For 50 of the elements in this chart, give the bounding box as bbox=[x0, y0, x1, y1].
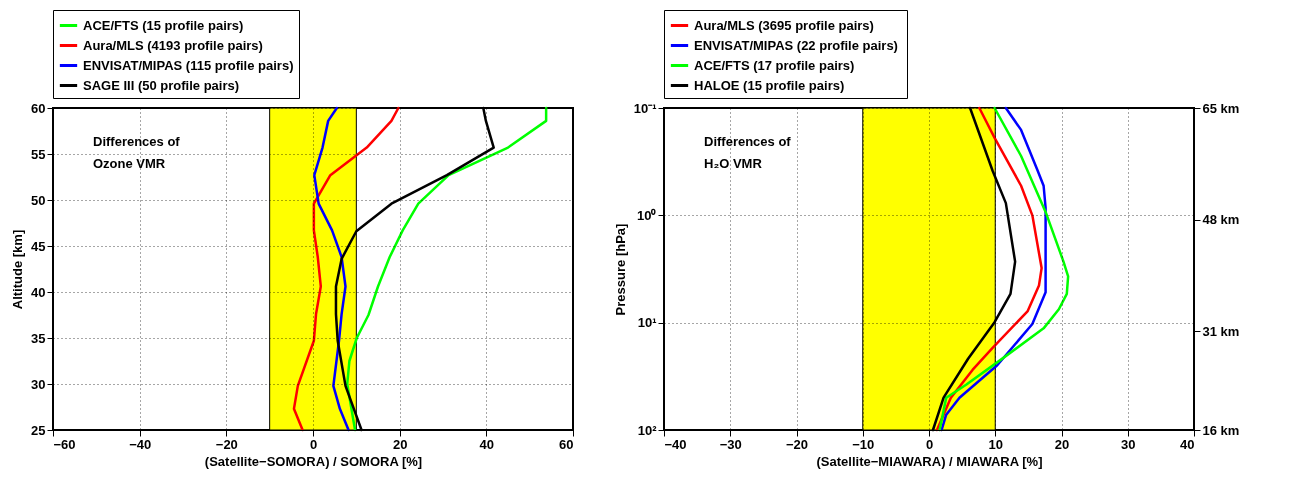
legend-label: SAGE III (50 profile pairs) bbox=[83, 77, 240, 93]
x-tick-label: −30 bbox=[719, 436, 742, 452]
y2-tick-label: 31 km bbox=[1202, 323, 1240, 339]
annotation: Differences of H₂O VMR bbox=[704, 134, 792, 171]
legend-label: ENVISAT/MIPAS (115 profile pairs) bbox=[83, 57, 294, 73]
y-tick-label: 30 bbox=[31, 376, 46, 392]
y2-tick-label: 48 km bbox=[1202, 212, 1240, 228]
x-tick-label: −20 bbox=[785, 436, 809, 452]
x-tick-label: 0 bbox=[309, 436, 318, 452]
y-tick-label: 45 bbox=[31, 238, 46, 254]
y-tick-label: 10⁻¹ bbox=[633, 100, 657, 116]
y-axis-title: Pressure [hPa] bbox=[612, 223, 628, 316]
legend-label: ACE/FTS (17 profile pairs) bbox=[694, 57, 855, 73]
legend-label: ENVISAT/MIPAS (22 profile pairs) bbox=[694, 37, 898, 53]
y-axis-title: Altitude [km] bbox=[10, 229, 26, 310]
line-series bbox=[938, 106, 1070, 432]
x-tick-label: −10 bbox=[852, 436, 875, 452]
x-tick-label: −60 bbox=[53, 436, 76, 452]
x-axis-title: (Satellite−MIAWARA) / MIAWARA [%] bbox=[816, 453, 1043, 469]
x-axis-title: (Satellite−SOMORA) / SOMORA [%] bbox=[204, 453, 423, 469]
x-tick-label: 20 bbox=[1054, 436, 1070, 452]
y-tick-label: 10¹ bbox=[637, 315, 657, 331]
legend-label: ACE/FTS (15 profile pairs) bbox=[83, 17, 244, 33]
y-tick-label: 60 bbox=[31, 100, 46, 116]
y-tick-label: 55 bbox=[31, 146, 46, 162]
line-series bbox=[313, 106, 350, 432]
x-tick-label: −40 bbox=[664, 436, 687, 452]
line-series bbox=[345, 106, 548, 432]
x-tick-label: 40 bbox=[1180, 436, 1195, 452]
y-tick-label: 10⁰ bbox=[637, 207, 657, 223]
y-tick-label: 35 bbox=[31, 330, 46, 346]
x-tick-label: −40 bbox=[129, 436, 152, 452]
legend-label: Aura/MLS (3695 profile pairs) bbox=[694, 17, 874, 33]
x-tick-label: −20 bbox=[215, 436, 238, 452]
y-tick-label: 50 bbox=[31, 192, 46, 208]
legend-label: Aura/MLS (4193 profile pairs) bbox=[83, 37, 263, 53]
x-tick-label: 0 bbox=[925, 436, 934, 452]
y2-tick-label: 65 km bbox=[1202, 100, 1240, 116]
y2-tick-label: 16 km bbox=[1202, 422, 1240, 438]
y-tick-label: 40 bbox=[31, 284, 46, 300]
legend-label: HALOE (15 profile pairs) bbox=[694, 77, 845, 93]
annotation: Differences of Ozone VMR bbox=[93, 134, 181, 171]
x-tick-label: 30 bbox=[1121, 436, 1136, 452]
x-tick-label: 20 bbox=[392, 436, 408, 452]
line-series bbox=[292, 106, 400, 432]
x-tick-label: 40 bbox=[479, 436, 495, 452]
x-tick-label: 10 bbox=[988, 436, 1003, 452]
x-tick-label: 60 bbox=[559, 436, 574, 452]
y-tick-label: 10² bbox=[637, 422, 658, 438]
y-tick-label: 25 bbox=[31, 422, 46, 438]
